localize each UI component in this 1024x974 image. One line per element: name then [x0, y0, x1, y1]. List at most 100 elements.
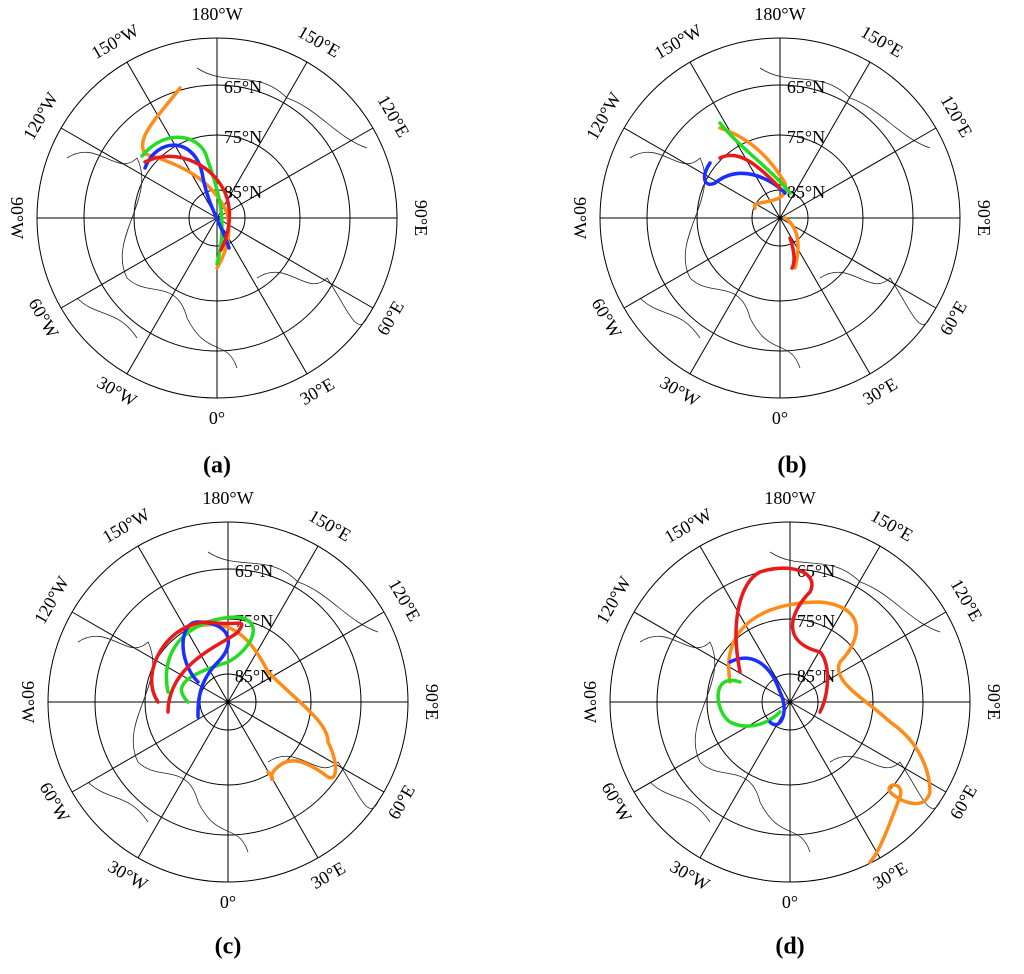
longitude-label: 150°E [305, 505, 354, 545]
trajectory [718, 121, 792, 195]
meridian [216, 127, 374, 219]
map-panel: 180°W150°E120°E90°E60°E30°E0°30°W60°W90°… [580, 488, 1004, 912]
latitude-label: 85°N [797, 666, 835, 686]
latitude-label: 75°N [787, 127, 825, 147]
map-panel: 180°W150°E120°E90°E60°E30°E0°30°W60°W90°… [18, 488, 442, 912]
meridian [633, 701, 791, 793]
coastline [639, 551, 941, 853]
longitude-label: 90°W [570, 197, 590, 239]
meridian [779, 127, 937, 219]
meridian [216, 61, 308, 219]
meridian [137, 701, 229, 859]
meridian [216, 217, 374, 309]
longitude-label: 150°E [857, 21, 906, 61]
longitude-label: 30°E [869, 858, 910, 893]
longitude-label: 120°W [30, 573, 73, 627]
trajectory [164, 615, 255, 704]
longitude-label: 150°E [867, 505, 916, 545]
latitude-label: 65°N [224, 77, 262, 97]
latitude-label: 65°N [787, 77, 825, 97]
meridian [216, 217, 308, 375]
longitude-label: 150°W [651, 20, 705, 63]
latitude-label: 65°N [235, 561, 273, 581]
longitude-label: 60°E [946, 781, 981, 822]
meridian [779, 61, 871, 219]
panel-label: (d) [775, 934, 804, 960]
longitude-label: 120°W [592, 573, 635, 627]
panel-label: (b) [777, 453, 806, 479]
meridian [779, 217, 871, 375]
trajectory [716, 678, 782, 728]
meridian [71, 701, 229, 793]
meridian [60, 127, 218, 219]
latitude-label: 85°N [235, 666, 273, 686]
meridian [227, 701, 385, 793]
longitude-label: 90°E [974, 200, 994, 236]
meridian [789, 545, 881, 703]
meridian [623, 217, 781, 309]
meridian [126, 61, 218, 219]
latitude-label: 85°N [224, 182, 262, 202]
longitude-label: 180°W [764, 488, 815, 508]
trajectory [181, 620, 231, 719]
trajectory [702, 161, 787, 195]
map-panel: 180°W150°E120°E90°E60°E30°E0°30°W60°W90°… [570, 4, 994, 428]
trajectory [143, 154, 232, 252]
trajectory [726, 600, 932, 864]
longitude-label: 60°E [384, 781, 419, 822]
panel-label: (c) [215, 934, 242, 960]
longitude-label: 120°E [947, 575, 987, 624]
latitude-label: 75°N [235, 611, 273, 631]
longitude-label: 120°E [374, 91, 414, 140]
latitude-label: 75°N [224, 127, 262, 147]
map-panel: 180°W150°E120°E90°E60°E30°E0°30°W60°W90°… [7, 4, 431, 428]
longitude-label: 90°W [18, 681, 38, 723]
meridian [227, 545, 319, 703]
longitude-label: 180°W [202, 488, 253, 508]
coastline [66, 67, 368, 369]
meridian [227, 611, 385, 703]
meridian [789, 701, 947, 793]
meridian [633, 611, 791, 703]
longitude-label: 0° [209, 408, 225, 428]
trajectory [728, 656, 786, 727]
longitude-label: 180°W [754, 4, 805, 24]
coastline [77, 551, 379, 853]
meridian [689, 217, 781, 375]
longitude-label: 30°E [296, 374, 337, 409]
longitude-label: 150°W [99, 504, 153, 547]
meridian [789, 611, 947, 703]
meridian [623, 127, 781, 219]
longitude-label: 120°E [385, 575, 425, 624]
longitude-label: 90°E [411, 200, 431, 236]
coastline [629, 67, 931, 369]
meridian [126, 217, 218, 375]
longitude-label: 90°W [580, 681, 600, 723]
longitude-label: 120°W [19, 89, 62, 143]
longitude-label: 90°W [7, 197, 27, 239]
meridian [699, 701, 791, 859]
meridian [779, 217, 937, 309]
longitude-label: 120°W [582, 89, 625, 143]
longitude-label: 30°E [307, 858, 348, 893]
longitude-label: 60°E [936, 297, 971, 338]
meridian [60, 217, 218, 309]
longitude-label: 120°E [937, 91, 977, 140]
longitude-label: 30°E [859, 374, 900, 409]
meridian [789, 701, 881, 859]
trajectory [718, 126, 800, 270]
longitude-label: 0° [772, 408, 788, 428]
longitude-label: 0° [220, 892, 236, 912]
trajectory [143, 143, 231, 250]
trajectory [176, 622, 338, 782]
longitude-label: 150°W [661, 504, 715, 547]
longitude-label: 180°W [191, 4, 242, 24]
longitude-label: 150°E [294, 21, 343, 61]
panel-label: (a) [203, 453, 231, 479]
trajectory [150, 620, 244, 714]
longitude-label: 90°E [422, 684, 442, 720]
longitude-label: 0° [782, 892, 798, 912]
latitude-label: 85°N [787, 182, 825, 202]
longitude-label: 90°E [984, 684, 1004, 720]
